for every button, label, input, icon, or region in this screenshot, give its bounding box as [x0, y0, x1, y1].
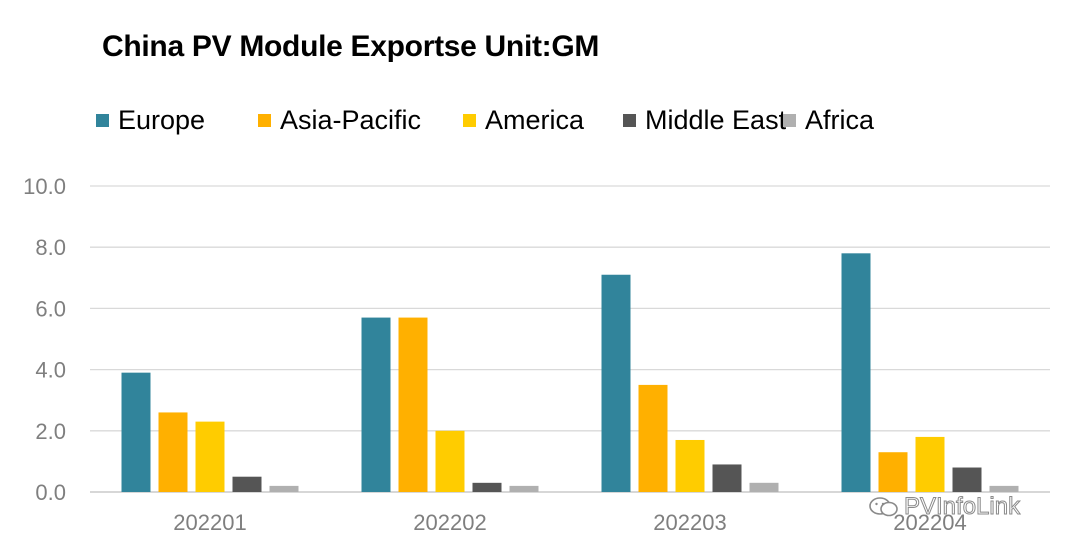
- legend-item-america: America: [463, 100, 584, 140]
- bar-europe: [121, 372, 151, 492]
- legend-item-asia-pacific: Asia-Pacific: [258, 100, 421, 140]
- y-tick-label: 6.0: [35, 296, 66, 321]
- bar-middle-east: [472, 482, 502, 492]
- x-tick-label: 202203: [653, 510, 726, 535]
- y-tick-label: 8.0: [35, 235, 66, 260]
- legend-label-africa: Africa: [805, 104, 875, 135]
- legend-item-europe: Europe: [96, 100, 205, 140]
- legend-label-asia-pacific: Asia-Pacific: [280, 104, 422, 135]
- bar-africa: [989, 485, 1019, 492]
- legend-swatch-europe: [96, 113, 109, 127]
- bar-europe: [361, 317, 391, 492]
- bar-europe: [841, 253, 871, 492]
- legend-swatch-asia-pacific: [258, 113, 271, 127]
- y-tick-label: 10.0: [23, 174, 66, 199]
- legend-label-europe: Europe: [118, 104, 206, 135]
- y-tick-label: 2.0: [35, 419, 66, 444]
- bar-america: [915, 436, 945, 492]
- bar-africa: [509, 485, 539, 492]
- bar-america: [675, 439, 705, 492]
- bar-asia-pacific: [638, 384, 668, 492]
- legend-swatch-middle-east: [623, 113, 636, 127]
- bar-america: [195, 421, 225, 492]
- legend-item-africa: Africa: [783, 100, 874, 140]
- watermark-text: PVInfoLink: [903, 493, 1021, 521]
- y-tick-label: 4.0: [35, 358, 66, 383]
- legend-swatch-america: [463, 113, 476, 127]
- bar-middle-east: [712, 464, 742, 492]
- wechat-icon: [869, 497, 898, 517]
- y-tick-label: 0.0: [35, 480, 66, 505]
- legend-label-middle-east: Middle East: [645, 104, 787, 135]
- x-tick-label: 202202: [413, 510, 486, 535]
- bar-asia-pacific: [158, 412, 188, 492]
- legend-item-middle-east: Middle East: [623, 100, 786, 140]
- legend-label-america: America: [485, 104, 585, 135]
- bar-america: [435, 430, 465, 492]
- chart-legend: Europe Asia-Pacific America Middle East …: [0, 100, 1080, 140]
- x-tick-label: 202204: [893, 510, 966, 535]
- bar-middle-east: [232, 476, 262, 492]
- bar-asia-pacific: [398, 317, 428, 492]
- bar-africa: [269, 485, 299, 492]
- watermark: PVInfoLink: [868, 493, 1021, 521]
- bar-africa: [749, 482, 779, 492]
- bar-asia-pacific: [878, 452, 908, 492]
- bar-europe: [601, 274, 631, 492]
- bar-middle-east: [952, 467, 982, 492]
- x-tick-label: 202201: [173, 510, 246, 535]
- legend-swatch-africa: [783, 113, 796, 127]
- chart-title: China PV Module Exportse Unit:GM: [102, 30, 600, 63]
